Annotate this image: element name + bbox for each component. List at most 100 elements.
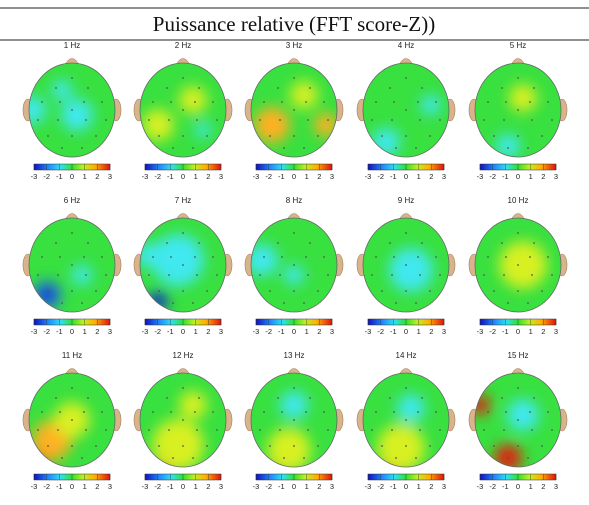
scalp-map (251, 63, 337, 157)
topomap-panel: 10 Hz -3 -2 -1 0 1 2 3 (468, 196, 568, 336)
electrode (421, 87, 423, 89)
colorbar-tick-label: -3 (253, 172, 260, 181)
colorbar-tick-label: -2 (154, 327, 161, 336)
electrode (551, 274, 553, 276)
electrode (47, 135, 49, 137)
electrode (158, 135, 160, 137)
colorbar-tick-label: -2 (265, 172, 272, 181)
electrode (391, 119, 393, 121)
electrode (395, 147, 397, 149)
electrode (37, 119, 39, 121)
electrode (487, 411, 489, 413)
electrode (415, 457, 417, 459)
colorbar-tick-label: 3 (108, 482, 112, 491)
electrode (101, 101, 103, 103)
electrode (541, 135, 543, 137)
electrode (505, 101, 507, 103)
electrode (393, 411, 395, 413)
scalp-map (475, 63, 561, 157)
electrode (196, 274, 198, 276)
electrode (105, 274, 107, 276)
colorbar-tick-label: -2 (43, 482, 50, 491)
panel-label: 11 Hz (62, 351, 82, 360)
activity-blob (29, 96, 46, 124)
electrode (168, 274, 170, 276)
electrode (41, 101, 43, 103)
colorbar-tick-label: 0 (70, 482, 74, 491)
electrode (293, 232, 295, 234)
electrode (166, 87, 168, 89)
electrode (172, 147, 174, 149)
electrode (547, 411, 549, 413)
electrode (182, 387, 184, 389)
colorbar-tick-label: -2 (154, 482, 161, 491)
colorbar-tick-label: -1 (278, 172, 285, 181)
colorbar-tick-label: 0 (404, 172, 408, 181)
electrode (307, 119, 309, 121)
colorbar-tick-label: 2 (317, 482, 321, 491)
electrode (83, 256, 85, 258)
electrode (305, 256, 307, 258)
colorbar-tick-label: 1 (194, 172, 198, 181)
head-outline (139, 372, 227, 468)
electrode (85, 429, 87, 431)
activity-blob (52, 80, 72, 100)
activity-blob (284, 265, 304, 285)
electrode (419, 119, 421, 121)
electrode (37, 429, 39, 431)
colorbar-tick-label: 2 (317, 327, 321, 336)
electrode (101, 411, 103, 413)
colorbar-tick-label: 1 (83, 172, 87, 181)
scalp-activity (251, 244, 304, 285)
electrode (527, 147, 529, 149)
colorbar-tick-label: 3 (554, 482, 558, 491)
electrode (198, 242, 200, 244)
colorbar-tick-label: 1 (305, 482, 309, 491)
activity-blob (39, 287, 55, 303)
colorbar-tick-label: -2 (377, 482, 384, 491)
electrode (83, 411, 85, 413)
electrode (293, 290, 295, 292)
electrode (389, 242, 391, 244)
scalp-map (251, 218, 337, 312)
electrode (551, 119, 553, 121)
electrode (182, 77, 184, 79)
electrode (389, 87, 391, 89)
colorbar-tick-label: -3 (31, 327, 38, 336)
head-outline (28, 372, 116, 468)
electrode (527, 302, 529, 304)
electrode (95, 135, 97, 137)
colorbar-tick-label: -1 (278, 482, 285, 491)
electrode (194, 411, 196, 413)
scalp-map (475, 218, 561, 312)
colorbar-tick-label: 1 (417, 172, 421, 181)
colorbar-tick-label: 1 (83, 482, 87, 491)
colorbar-tick-label: 2 (95, 172, 99, 181)
electrode (182, 264, 184, 266)
electrode (531, 429, 533, 431)
electrode (71, 264, 73, 266)
colorbar-tick-label: 1 (305, 327, 309, 336)
electrode (192, 147, 194, 149)
colorbar-tick-label: -1 (56, 172, 63, 181)
electrode (105, 119, 107, 121)
electrode (61, 147, 63, 149)
electrode (533, 87, 535, 89)
scalp-activity (499, 241, 547, 289)
electrode (81, 457, 83, 459)
topomap-panel: 8 Hz -3 -2 -1 0 1 2 3 (244, 196, 344, 336)
electrode (259, 119, 261, 121)
electrode (405, 264, 407, 266)
electrode (417, 101, 419, 103)
electrode (71, 290, 73, 292)
colorbar-tick-label: 0 (181, 327, 185, 336)
electrode (307, 274, 309, 276)
electrode (293, 109, 295, 111)
electrode (57, 429, 59, 431)
electrode (517, 419, 519, 421)
colorbar-tick-label: 2 (317, 172, 321, 181)
panel-label: 2 Hz (175, 41, 191, 50)
electrode (405, 135, 407, 137)
electrode (551, 429, 553, 431)
electrode (309, 87, 311, 89)
